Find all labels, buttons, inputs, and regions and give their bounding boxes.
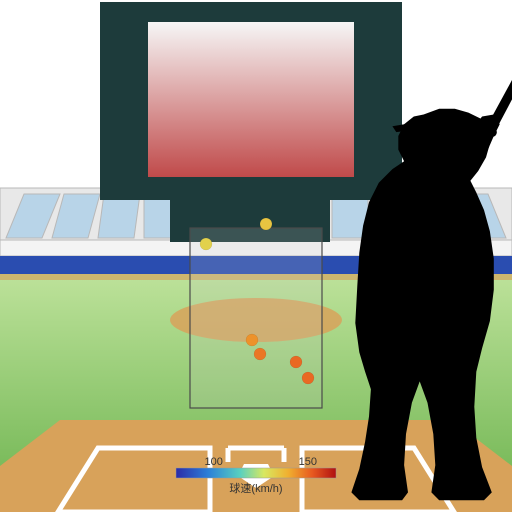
scale-axis-label: 球速(km/h) xyxy=(229,481,282,495)
pitch-marker xyxy=(290,356,302,368)
scale-tick-label: 150 xyxy=(299,456,317,468)
pitch-location-chart: 100 150 球速(km/h) xyxy=(0,0,512,512)
pitch-marker xyxy=(246,334,258,346)
pitch-marker xyxy=(200,238,212,250)
pitch-marker xyxy=(260,218,272,230)
scoreboard-screen xyxy=(148,22,354,177)
pitch-marker xyxy=(302,372,314,384)
pitch-marker xyxy=(254,348,266,360)
scale-tick-label: 100 xyxy=(204,456,222,468)
strike-zone xyxy=(190,228,322,408)
